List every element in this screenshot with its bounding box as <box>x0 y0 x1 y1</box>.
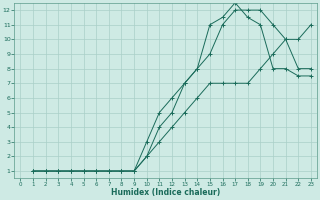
X-axis label: Humidex (Indice chaleur): Humidex (Indice chaleur) <box>111 188 220 197</box>
